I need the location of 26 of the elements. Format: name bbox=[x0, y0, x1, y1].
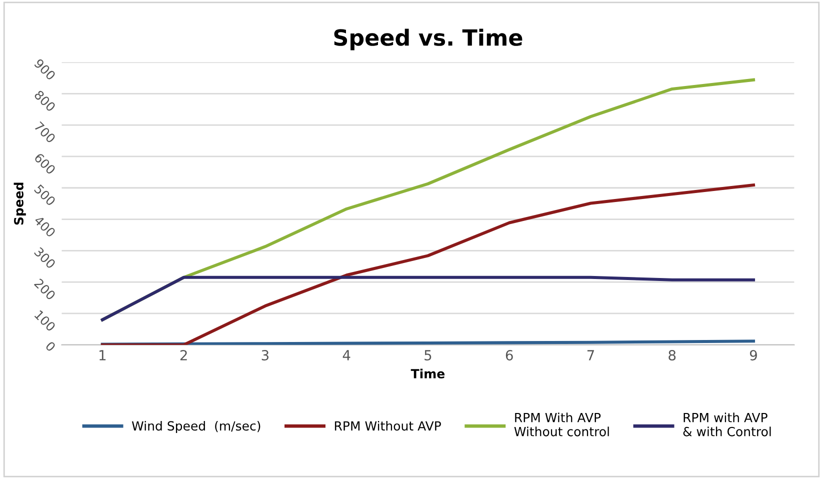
x-tick-label: 6 bbox=[506, 350, 513, 360]
y-tick-label: 900 bbox=[34, 58, 56, 81]
x-tick-label: 7 bbox=[587, 350, 594, 360]
x-axis-title: Time bbox=[410, 368, 445, 378]
y-tick-label: 800 bbox=[34, 90, 56, 112]
y-tick-label: 600 bbox=[34, 152, 56, 175]
legend-label: RPM Without AVP bbox=[334, 420, 441, 431]
x-tick-label: 2 bbox=[180, 350, 187, 360]
x-tick-label: 3 bbox=[262, 350, 268, 360]
x-tick-label: 8 bbox=[668, 350, 676, 360]
y-tick-label: 500 bbox=[34, 184, 56, 206]
y-tick-label: 300 bbox=[34, 246, 56, 270]
y-tick-label: 200 bbox=[34, 278, 56, 300]
legend-label: RPM With AVP Without control bbox=[514, 412, 609, 436]
legend-label: Wind Speed (m/sec) bbox=[132, 420, 260, 434]
y-axis-title: Speed bbox=[14, 182, 26, 225]
x-tick-label: 9 bbox=[750, 350, 757, 360]
chart-title: Speed vs. Time bbox=[334, 28, 522, 50]
y-tick-label: 100 bbox=[34, 310, 56, 332]
y-tick-label: 0 bbox=[44, 340, 56, 352]
y-tick-label: 400 bbox=[34, 215, 56, 238]
legend-label: RPM with AVP & with Control bbox=[683, 412, 771, 436]
x-tick-label: 5 bbox=[424, 350, 432, 360]
y-tick-label: 700 bbox=[34, 121, 56, 144]
x-tick-label: 1 bbox=[100, 350, 106, 360]
x-tick-label: 4 bbox=[342, 350, 350, 360]
